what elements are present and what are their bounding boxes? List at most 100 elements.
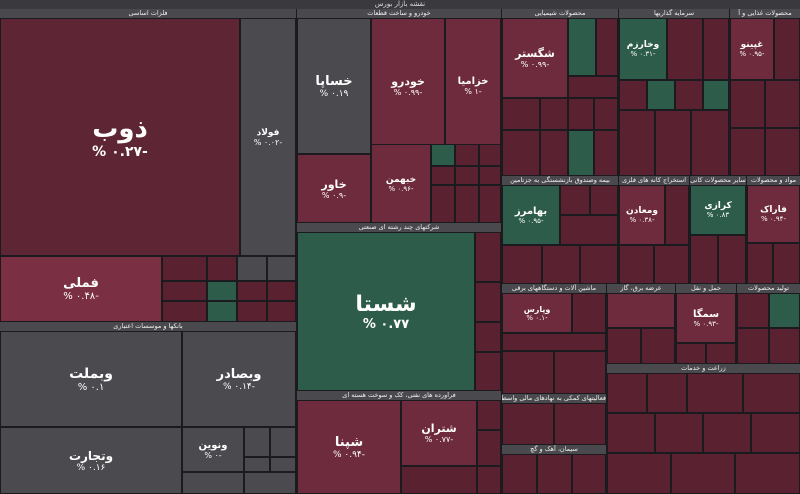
tile-inf-8[interactable]	[751, 413, 800, 453]
tile-oil-2[interactable]	[477, 430, 501, 466]
tile-oth-1[interactable]	[747, 243, 773, 284]
tile-vanovin[interactable]: ونوین -۰ %	[182, 427, 244, 472]
tile-ghepino[interactable]: غپینو -۰.۹۵ %	[730, 18, 774, 80]
tile-auto-7[interactable]	[431, 185, 455, 223]
tile-drg-4[interactable]	[769, 328, 800, 364]
tile-fameli[interactable]: فملی -۰.۴۸ %	[0, 256, 162, 322]
tile-multi-3[interactable]	[475, 322, 501, 352]
tile-multi-4[interactable]	[475, 352, 501, 391]
tile-mac-3[interactable]	[502, 351, 554, 394]
tile-bank-5[interactable]	[182, 472, 244, 494]
tile-mac-4[interactable]	[554, 351, 606, 394]
tile-metal-5[interactable]	[162, 281, 207, 301]
tile-drg-2[interactable]	[769, 293, 800, 328]
tile-drg-1[interactable]	[737, 293, 769, 328]
tile-inf-4[interactable]	[743, 373, 800, 413]
tile-auto-8[interactable]	[455, 185, 479, 223]
tile-vetejarat[interactable]: وتجارت ۰.۱۶ %	[0, 427, 182, 494]
tile-chem-2[interactable]	[596, 18, 618, 76]
tile-oil-1[interactable]	[477, 400, 501, 430]
tile-tr-1[interactable]	[676, 343, 706, 364]
tile-khazamia[interactable]: خزامیا -۱ %	[445, 18, 501, 154]
tile-bank-1[interactable]	[244, 427, 270, 457]
tile-ore-3[interactable]	[654, 245, 689, 284]
tile-farak[interactable]: فاراک -۰.۹۴ %	[747, 185, 800, 243]
tile-semga[interactable]: سمگا -۰.۹۳ %	[676, 293, 736, 343]
tile-food-1[interactable]	[774, 18, 800, 80]
tile-auto-3[interactable]	[479, 144, 501, 166]
tile-khebhman[interactable]: خبهمن -۰.۹۶ %	[371, 144, 431, 223]
tile-re-5[interactable]	[572, 454, 606, 494]
tile-chem-3[interactable]	[568, 76, 618, 98]
tile-oth-2[interactable]	[773, 243, 800, 284]
tile-vekharazm[interactable]: وخارزم -۰.۳۱ %	[619, 18, 667, 80]
tile-inf-7[interactable]	[703, 413, 751, 453]
tile-chem-8[interactable]	[502, 130, 540, 176]
tile-ore-2[interactable]	[619, 245, 654, 284]
tile-metal-6[interactable]	[207, 281, 237, 301]
tile-oil-3[interactable]	[401, 466, 477, 494]
tile-metal-8[interactable]	[267, 281, 296, 301]
tile-chem-10[interactable]	[568, 130, 594, 176]
tile-metal-12[interactable]	[267, 301, 296, 322]
tile-inf-3[interactable]	[687, 373, 743, 413]
tile-metal-1[interactable]	[162, 256, 207, 281]
tile-shegostar[interactable]: شگستر -۰.۹۹ %	[502, 18, 568, 98]
tile-metal-10[interactable]	[207, 301, 237, 322]
tile-chem-1[interactable]	[568, 18, 596, 76]
tile-ins-2[interactable]	[590, 185, 618, 215]
tile-kerazi[interactable]: کرازی ۰.۸۳ %	[690, 185, 746, 235]
tile-chem-4[interactable]	[502, 98, 540, 130]
tile-shetran[interactable]: شتران -۰.۷۷ %	[401, 400, 477, 466]
tile-inf-9[interactable]	[607, 453, 671, 494]
tile-re-2[interactable]	[554, 403, 606, 445]
tile-inv-6[interactable]	[703, 80, 729, 110]
tile-food-4[interactable]	[730, 128, 765, 176]
tile-auto-6[interactable]	[479, 166, 501, 185]
tile-inf-5[interactable]	[607, 413, 655, 453]
tile-chem-5[interactable]	[540, 98, 568, 130]
tile-inv-8[interactable]	[655, 110, 691, 176]
tile-re-4[interactable]	[537, 454, 572, 494]
tile-multi-1[interactable]	[475, 232, 501, 282]
tile-inf-2[interactable]	[647, 373, 687, 413]
tile-re-3[interactable]	[502, 454, 537, 494]
tile-re-1[interactable]	[502, 403, 554, 445]
tile-bank-2[interactable]	[270, 427, 296, 457]
tile-oil-4[interactable]	[477, 466, 501, 494]
tile-auto-4[interactable]	[431, 166, 455, 185]
tile-inv-2[interactable]	[703, 18, 729, 80]
tile-ins-1[interactable]	[560, 185, 590, 215]
tile-drg-3[interactable]	[737, 328, 769, 364]
tile-auto-9[interactable]	[479, 185, 501, 223]
tile-metal-11[interactable]	[237, 301, 267, 322]
tile-inf-10[interactable]	[671, 453, 735, 494]
tile-vepars[interactable]: وپارس -۰.۱ %	[502, 293, 572, 333]
tile-chem-9[interactable]	[540, 130, 568, 176]
tile-zob[interactable]: ذوب -۰.۲۷ %	[0, 18, 240, 256]
tile-khasapa[interactable]: خساپا ۰.۱۹ %	[297, 18, 371, 154]
tile-food-2[interactable]	[730, 80, 765, 128]
tile-auto-2[interactable]	[455, 144, 479, 166]
tile-mac-2[interactable]	[502, 333, 606, 351]
tile-min-2[interactable]	[718, 235, 746, 284]
tile-shepna[interactable]: شپنا -۰.۹۴ %	[297, 400, 401, 494]
tile-ore-1[interactable]	[665, 185, 689, 245]
tile-auto-1[interactable]	[431, 144, 455, 166]
tile-chem-6[interactable]	[568, 98, 594, 130]
tile-metal-2[interactable]	[207, 256, 237, 281]
tile-mac-1[interactable]	[572, 293, 606, 333]
tile-inv-4[interactable]	[647, 80, 675, 110]
tile-sup-3[interactable]	[641, 328, 675, 364]
tile-inv-7[interactable]	[619, 110, 655, 176]
tile-tr-2[interactable]	[706, 343, 736, 364]
tile-multi-2[interactable]	[475, 282, 501, 322]
tile-sup-2[interactable]	[607, 328, 641, 364]
tile-ins-3[interactable]	[560, 215, 618, 245]
tile-food-5[interactable]	[765, 128, 800, 176]
tile-auto-5[interactable]	[455, 166, 479, 185]
tile-vebsader[interactable]: وبصادر -۰.۱۴ %	[182, 331, 296, 427]
tile-foolad[interactable]: فولاد -۰.۰۲ %	[240, 18, 296, 256]
tile-bahamarz[interactable]: بهامرز -۰.۹۵ %	[502, 185, 560, 245]
tile-bank-6[interactable]	[244, 472, 296, 494]
